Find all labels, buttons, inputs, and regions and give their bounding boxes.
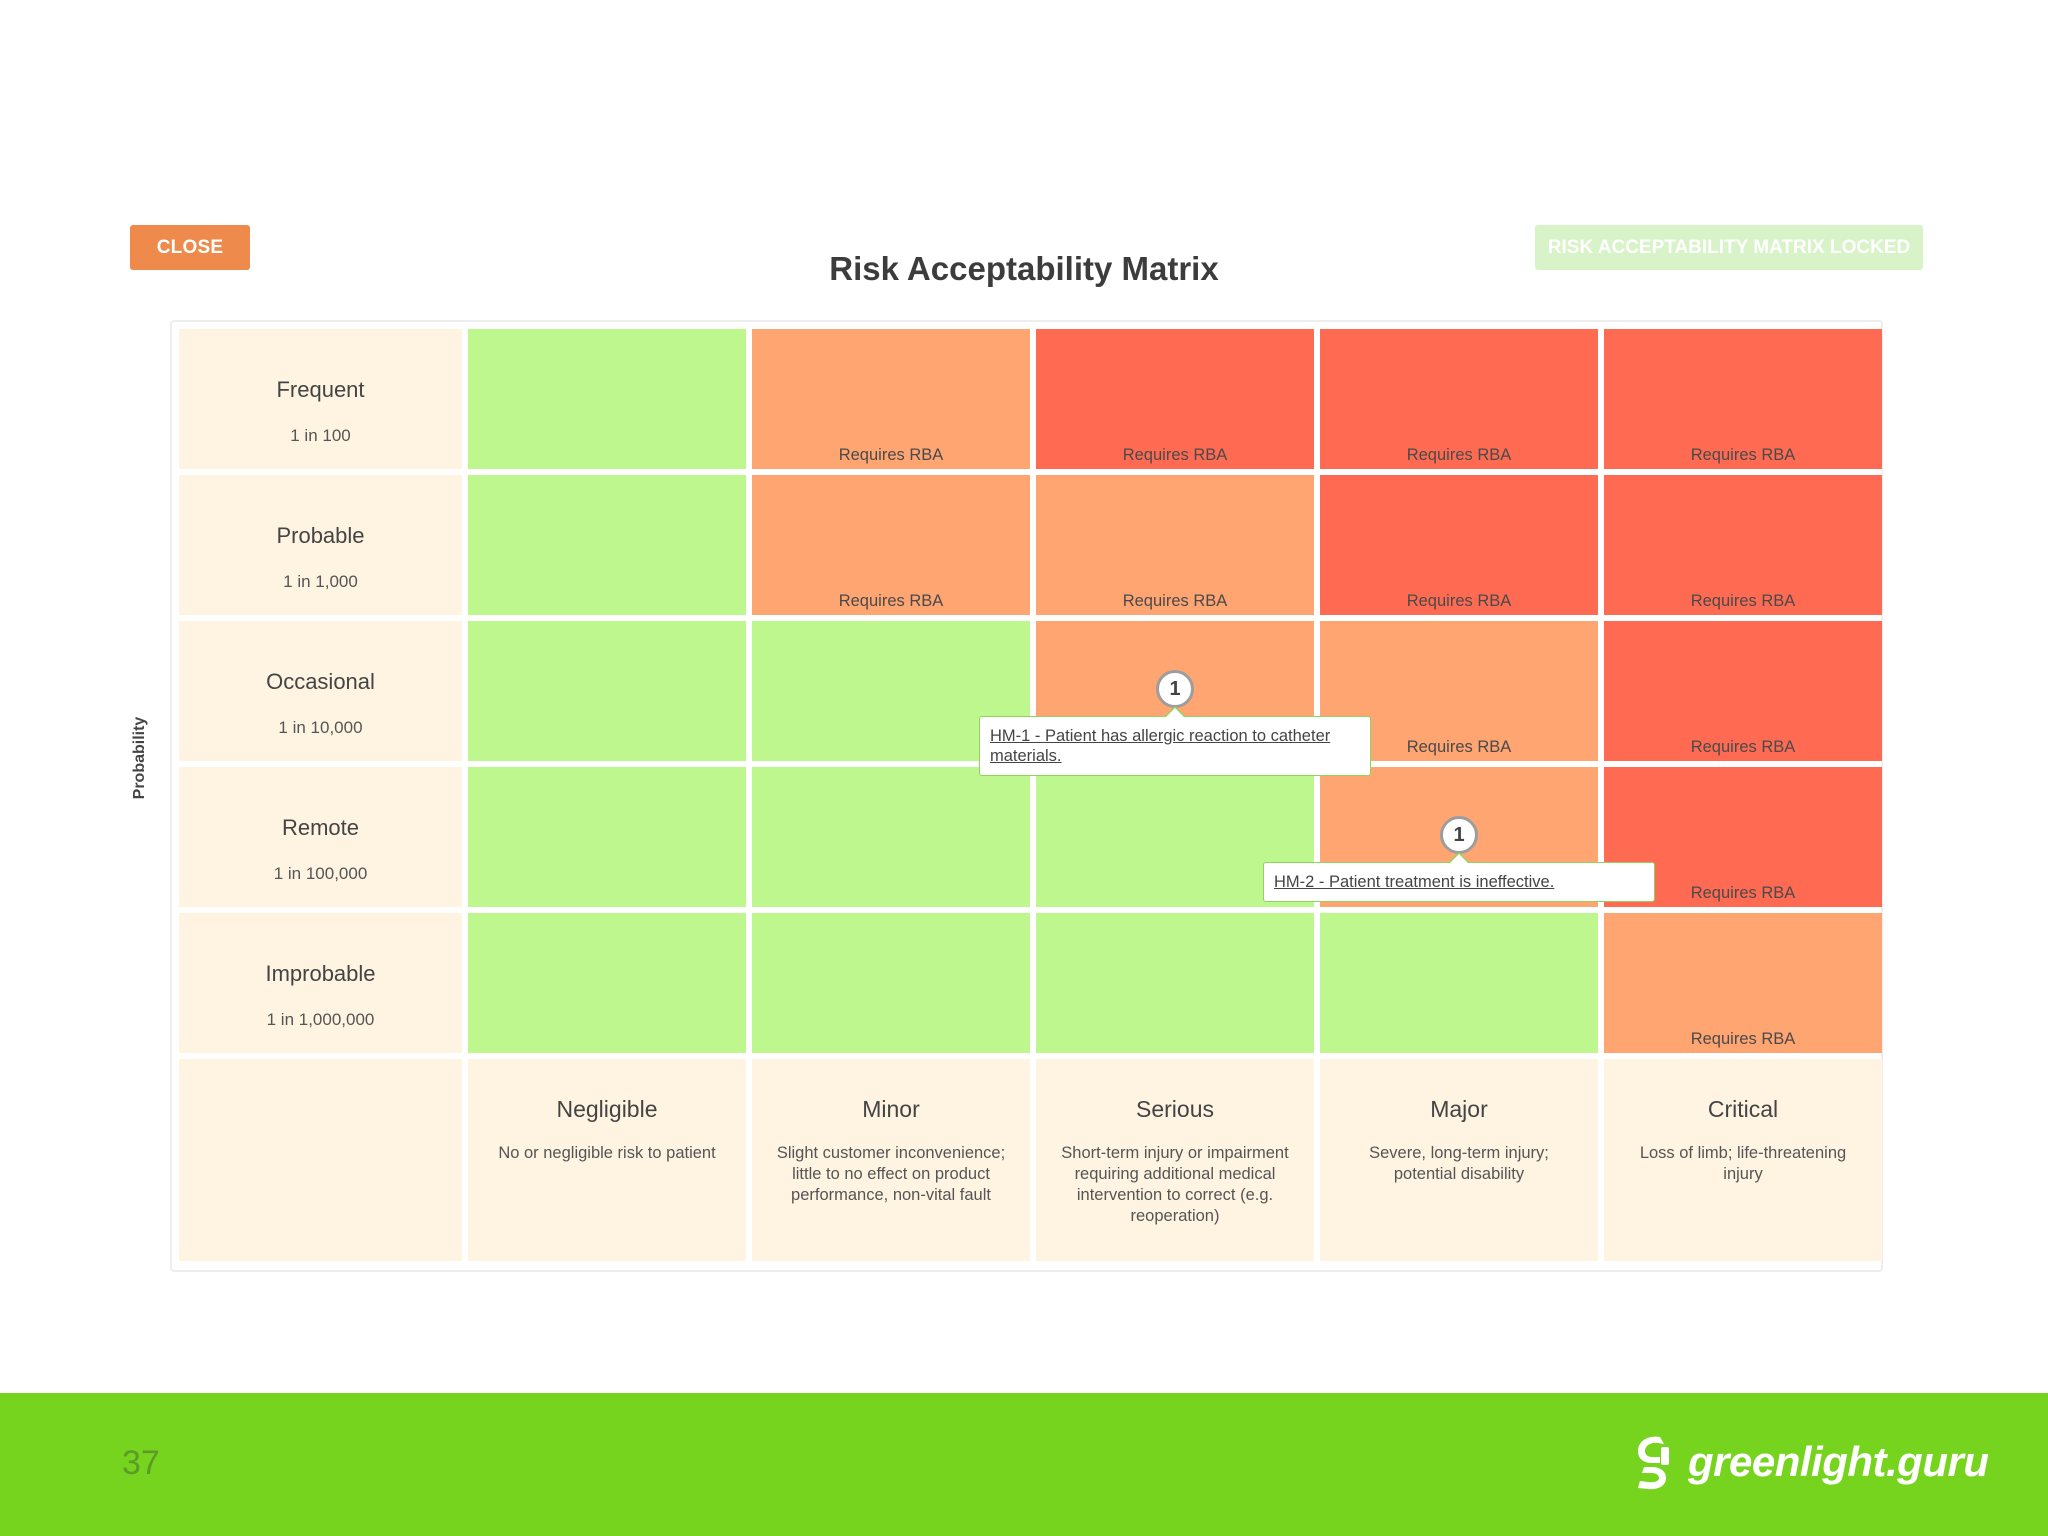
corner-cell — [179, 1059, 462, 1261]
matrix-cell-orange[interactable]: Requires RBA — [752, 475, 1030, 615]
brand-name: greenlight.guru — [1688, 1438, 1989, 1485]
severity-name: Minor — [862, 1096, 920, 1122]
column-label-critical: Critical Loss of limb; life-threatening i… — [1604, 1059, 1882, 1261]
row-frequency: 1 in 1,000,000 — [266, 1010, 375, 1029]
requires-rba-label: Requires RBA — [1690, 592, 1796, 610]
matrix-cell-red[interactable]: Requires RBA — [1320, 329, 1598, 469]
row-label-improbable: Improbable 1 in 1,000,000 — [179, 913, 462, 1053]
row-name: Occasional — [266, 669, 375, 694]
matrix-cell-green[interactable] — [1320, 913, 1598, 1053]
requires-rba-label: Requires RBA — [1690, 738, 1796, 756]
matrix-cell-red[interactable]: Requires RBA — [1320, 475, 1598, 615]
hazard-tooltip: HM-2 - Patient treatment is ineffective. — [1263, 862, 1655, 902]
matrix-locked-badge: RISK ACCEPTABILITY MATRIX LOCKED — [1535, 225, 1923, 270]
row-name: Improbable — [265, 961, 376, 986]
row-frequency: 1 in 1,000 — [283, 572, 358, 591]
brand-logo: greenlight.guru — [1630, 1433, 1989, 1491]
requires-rba-label: Requires RBA — [1406, 592, 1512, 610]
row-label-remote: Remote 1 in 100,000 — [179, 767, 462, 907]
matrix-cell-orange[interactable]: Requires RBA — [752, 329, 1030, 469]
page-title: Risk Acceptability Matrix — [829, 250, 1219, 287]
row-frequency: 1 in 100 — [290, 426, 351, 445]
column-label-minor: Minor Slight customer inconvenience; litt… — [752, 1059, 1030, 1261]
matrix-cell-green[interactable] — [468, 913, 746, 1053]
matrix-cell-green[interactable] — [752, 913, 1030, 1053]
severity-name: Negligible — [556, 1096, 658, 1122]
row-label-frequent: Frequent 1 in 100 — [179, 329, 462, 469]
requires-rba-label: Requires RBA — [1406, 738, 1512, 756]
matrix-cell-green[interactable] — [752, 767, 1030, 907]
footer-bar — [0, 1393, 2048, 1536]
severity-description: Severe, long-term injury; potential disa… — [1369, 1144, 1549, 1183]
row-name: Frequent — [276, 377, 365, 402]
requires-rba-label: Requires RBA — [1122, 446, 1228, 464]
row-frequency: 1 in 10,000 — [278, 718, 363, 737]
requires-rba-label: Requires RBA — [838, 446, 944, 464]
severity-description: No or negligible risk to patient — [498, 1144, 716, 1162]
hazard-tooltip: HM-1 - Patient has allergic reaction to … — [979, 716, 1371, 776]
requires-rba-label: Requires RBA — [1122, 592, 1228, 610]
column-label-major: Major Severe, long-term injury; potential… — [1320, 1059, 1598, 1261]
page-number: 37 — [122, 1444, 160, 1482]
column-label-serious: Serious Short-term injury or impairment r… — [1036, 1059, 1314, 1261]
severity-description: Short-term injury or impairment requirin… — [1061, 1144, 1289, 1225]
requires-rba-label: Requires RBA — [1690, 446, 1796, 464]
row-name: Remote — [281, 815, 360, 840]
row-label-probable: Probable 1 in 1,000 — [179, 475, 462, 615]
row-label-occasional: Occasional 1 in 10,000 — [179, 621, 462, 761]
matrix-cell-green[interactable] — [1036, 913, 1314, 1053]
column-label-negligible: Negligible No or negligible risk to patie… — [468, 1059, 746, 1261]
severity-description: Slight customer inconvenience; little to… — [776, 1144, 1006, 1204]
tooltip-arrow — [1164, 706, 1186, 717]
row-frequency: 1 in 100,000 — [273, 864, 368, 883]
close-button[interactable]: CLOSE — [130, 225, 250, 270]
probability-axis-label: Probability — [131, 716, 148, 800]
row-name: Probable — [276, 523, 365, 548]
matrix-cell-red[interactable]: Requires RBA — [1604, 475, 1882, 615]
severity-name: Serious — [1136, 1096, 1214, 1122]
requires-rba-label: Requires RBA — [838, 592, 944, 610]
matrix-cell-orange[interactable]: Requires RBA — [1604, 913, 1882, 1053]
matrix-cell-red[interactable]: Requires RBA — [1604, 621, 1882, 761]
matrix-cell-green[interactable] — [468, 767, 746, 907]
matrix-cell-green[interactable] — [468, 621, 746, 761]
risk-matrix: Frequent 1 in 100 Requires RBA Requires RBA… — [170, 320, 1883, 1272]
hazard-link[interactable]: HM-1 - Patient has allergic reaction to … — [990, 727, 1331, 765]
requires-rba-label: Requires RBA — [1406, 446, 1512, 464]
requires-rba-label: Requires RBA — [1690, 1030, 1796, 1048]
hazard-link[interactable]: HM-2 - Patient treatment is ineffective. — [1274, 873, 1555, 891]
severity-name: Major — [1430, 1096, 1488, 1122]
severity-name: Critical — [1707, 1096, 1779, 1122]
matrix-cell-orange[interactable]: Requires RBA — [1036, 475, 1314, 615]
matrix-cell-green[interactable] — [468, 329, 746, 469]
matrix-cell-red[interactable]: Requires RBA — [1604, 329, 1882, 469]
severity-description: Loss of limb; life-threatening injury — [1639, 1144, 1847, 1183]
tooltip-arrow — [1448, 852, 1470, 863]
hazard-count-badge[interactable]: 1 — [1440, 816, 1478, 854]
matrix-cell-green[interactable] — [468, 475, 746, 615]
matrix-cell-red[interactable]: Requires RBA — [1036, 329, 1314, 469]
requires-rba-label: Requires RBA — [1690, 884, 1796, 902]
hazard-count-badge[interactable]: 1 — [1156, 670, 1194, 708]
greenlight-logo-icon — [1638, 1436, 1669, 1490]
